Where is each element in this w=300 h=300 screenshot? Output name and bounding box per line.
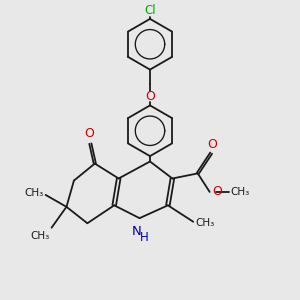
Text: H: H <box>140 231 149 244</box>
Text: Cl: Cl <box>144 4 156 17</box>
Text: CH₃: CH₃ <box>24 188 43 198</box>
Text: O: O <box>84 127 94 140</box>
Text: CH₃: CH₃ <box>230 187 250 197</box>
Text: CH₃: CH₃ <box>196 218 215 228</box>
Text: CH₃: CH₃ <box>30 231 49 241</box>
Text: O: O <box>145 90 155 103</box>
Text: O: O <box>213 185 223 198</box>
Text: N: N <box>132 225 142 238</box>
Text: O: O <box>208 138 218 151</box>
